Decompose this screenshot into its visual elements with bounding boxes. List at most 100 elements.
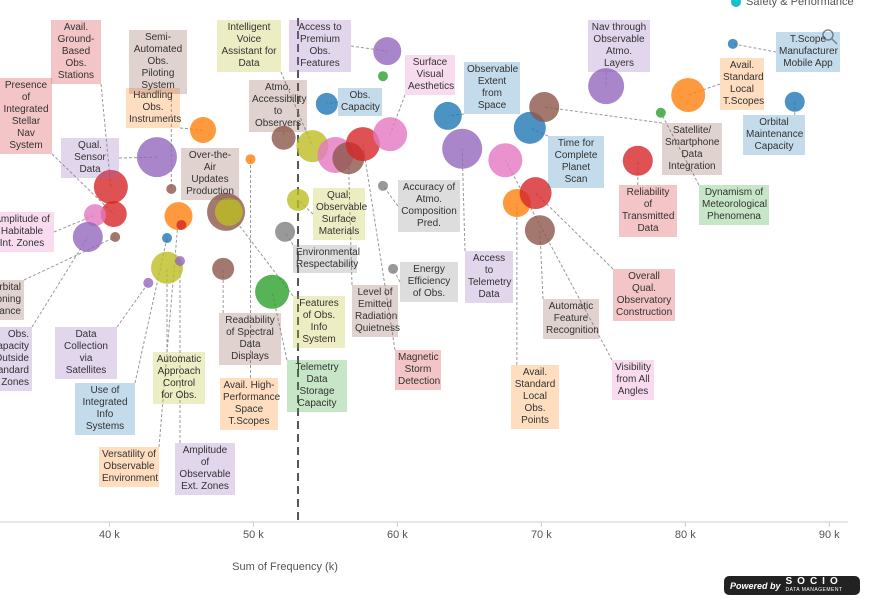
bubble-label: Qual. Sensor Data [61,138,119,178]
bubble [143,277,154,288]
bubble-label: Accuracy of Atmo. Composition Pred. [398,180,460,232]
leader-line [660,112,700,186]
leader-line [51,153,115,215]
bubble-label: Time for Complete Planet Scan [548,136,604,188]
bubble [271,125,296,150]
leader-line [347,158,353,286]
bubble [166,183,177,194]
bubble-label: Level of Emitted Radiation Quietness [352,285,400,337]
bubble-label: Amplitude of Habitable Int. Zones [0,212,54,252]
bubble-label: Access to Telemetry Data [465,251,513,303]
bubble-label: T.Scope Manufacturer Mobile App [776,32,840,72]
bubble-label: Energy Efficiency of Obs. [400,262,458,302]
bubble [72,221,103,252]
brand-name: SOCIO [785,575,843,587]
bubble [151,251,184,284]
bubble-label: Amplitude of Observable Ext. Zones [175,443,235,495]
bubble-label: Nav through Observable Atmo. Layers [588,20,650,72]
leader-line [23,236,116,281]
bubble-label: Semi-Automated Obs. Piloting System [129,30,187,94]
bubble-label: Obs. Capacity Outside Standard Zones [0,327,32,391]
bubble-label: Over-the-Air Updates Production [181,148,239,200]
bubbles [72,37,805,309]
bubble-label: Observable Extent from Space [464,62,520,114]
bubble-label: Avail. Standard Local Obs. Points [511,365,559,429]
bubble [377,180,388,191]
bubble [588,68,625,105]
bubble [110,231,121,242]
bubble-label: Readability of Spectral Data Displays [219,313,281,365]
bubble [190,116,217,143]
bubble-label: Handling Obs. Instruments [126,88,181,128]
bubble [315,92,338,115]
bubble [136,137,177,178]
leader-line [389,94,406,135]
bubble-label: Access to Premium Obs. Features [289,20,351,72]
bubble [524,215,555,246]
bubble [287,188,310,211]
leader-line [544,106,663,124]
legend-label: Safety & Performance [746,0,854,8]
leader-line [116,282,149,328]
bubble [93,169,128,204]
brand-tagline: DATA MANAGEMENT [785,586,843,593]
x-tick-label: 80 k [675,529,696,541]
bubble-label: Dynamism of Meteorological Phenomena [699,185,769,225]
bubble [519,177,552,210]
bubble [529,92,560,123]
x-tick-label: 40 k [99,529,120,541]
bubble-label: Avail. Ground-Based Obs. Stations [51,20,101,84]
bubble [373,37,402,66]
bubble-label: Overall Qual. Observatory Construction [613,269,675,321]
bubble [275,221,296,242]
x-tick-label: 50 k [243,529,264,541]
bubble-label: Automatic Approach Control for Obs. [153,352,205,404]
bubble [214,197,243,226]
bubble-label: Features of Obs. Info System [293,296,345,348]
leader-line [158,216,180,448]
bubble-label: Telemetry Data Storage Capacity [287,360,347,412]
bubble-label: Data Collection via Satellites [55,327,117,379]
bubble [784,91,805,112]
x-tick-label: 70 k [531,529,552,541]
bubble [655,107,666,118]
bubble [162,233,173,244]
zoom-icon[interactable] [822,29,838,45]
powered-by: Powered by [730,580,781,591]
bubble-label: Satellite/ Smartphone Data Integration [662,123,722,175]
leader-line [100,83,112,187]
bubble [100,201,127,228]
bubble-label: Use of Integrated Info Systems [75,383,135,435]
x-tick-label: 90 k [819,529,840,541]
bubble-label: Surface Visual Aesthetics [405,55,455,95]
leader-line [732,43,777,53]
bubble-label: Automatic Feature Recognition [543,299,599,339]
bubble-label: Presence of Integrated Stellar Nav Syste… [0,78,52,154]
x-axis-title: Sum of Frequency (k) [232,561,338,573]
leader-line [535,192,614,270]
bubble-label: Qual. Observable Surface Materials [313,188,367,240]
bubble [174,256,185,266]
bubble [212,257,235,280]
bubble-label: Intelligent Voice Assistant for Data [217,20,281,72]
bubble-label: Avail. High-Performance Space T.Scopes [220,378,280,430]
bubble [377,71,388,82]
leader-line [271,291,288,361]
bubble-label: Reliability of Transmitted Data [619,185,677,237]
bubble [245,154,256,165]
bubble [727,38,738,49]
bubble-label: Atmo. Accessibility to Observers [249,80,307,132]
bubble [345,127,380,162]
bubble [671,78,706,113]
bubble [373,117,408,152]
bubble-label: Orbital Maintenance Capacity [743,115,805,155]
bubble-label: Versatility of Observable Environment [99,447,159,487]
legend-swatch [731,0,741,7]
brand: SOCIO DATA MANAGEMENT [785,575,843,594]
powered-by-badge: Powered by SOCIO DATA MANAGEMENT [724,576,860,595]
bubble [442,128,483,169]
bubble-label: Magnetic Storm Detection [395,350,441,390]
leader-line [504,160,613,361]
